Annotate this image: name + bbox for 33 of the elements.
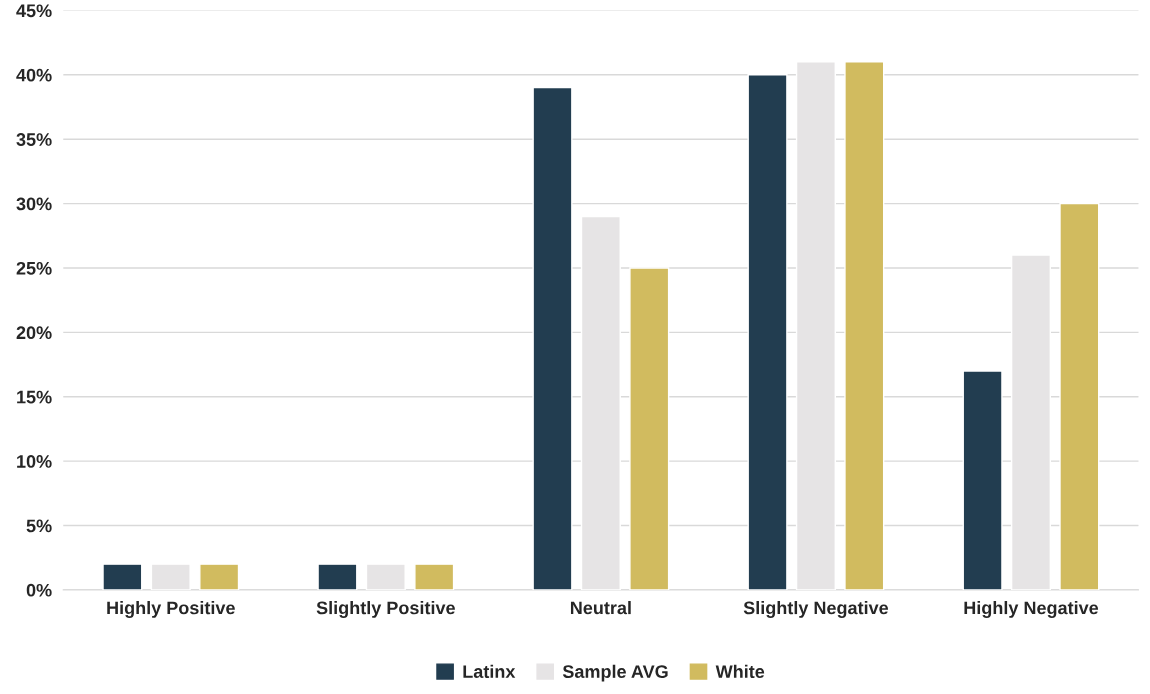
bar (414, 563, 455, 590)
bar (747, 74, 788, 590)
x-tick-label: Slightly Positive (316, 601, 455, 618)
bar (1059, 202, 1100, 590)
legend-label: White (715, 664, 765, 678)
legend-label: Sample AVG (562, 664, 668, 682)
bar (365, 563, 406, 590)
bar (1010, 254, 1052, 590)
bar (150, 563, 191, 590)
y-tick-label: 35% (16, 133, 52, 146)
bar (962, 370, 1003, 590)
y-tick-label: 45% (16, 4, 52, 18)
y-tick-label: 15% (17, 390, 52, 404)
x-tick-label: Highly Negative (964, 601, 1099, 618)
bar (629, 267, 670, 590)
x-tick-label: Slightly Negative (743, 601, 889, 618)
y-tick-label: 40% (16, 68, 52, 82)
bar (102, 563, 143, 590)
y-tick-label: 25% (16, 261, 52, 275)
x-tick-label: Neutral (570, 601, 631, 615)
bar (532, 86, 573, 590)
legend-label: Latinx (463, 664, 516, 678)
bar (844, 61, 885, 590)
y-tick-label: 5% (26, 519, 52, 533)
bar (795, 61, 836, 590)
y-tick-label: 30% (16, 197, 52, 211)
x-tick-label: Highly Positive (107, 601, 235, 618)
bar (317, 563, 358, 590)
y-tick-label: 10% (17, 455, 52, 468)
y-tick-label: 0% (26, 583, 52, 597)
bar (199, 563, 240, 590)
bar (580, 215, 621, 590)
y-tick-label: 20% (16, 326, 52, 340)
